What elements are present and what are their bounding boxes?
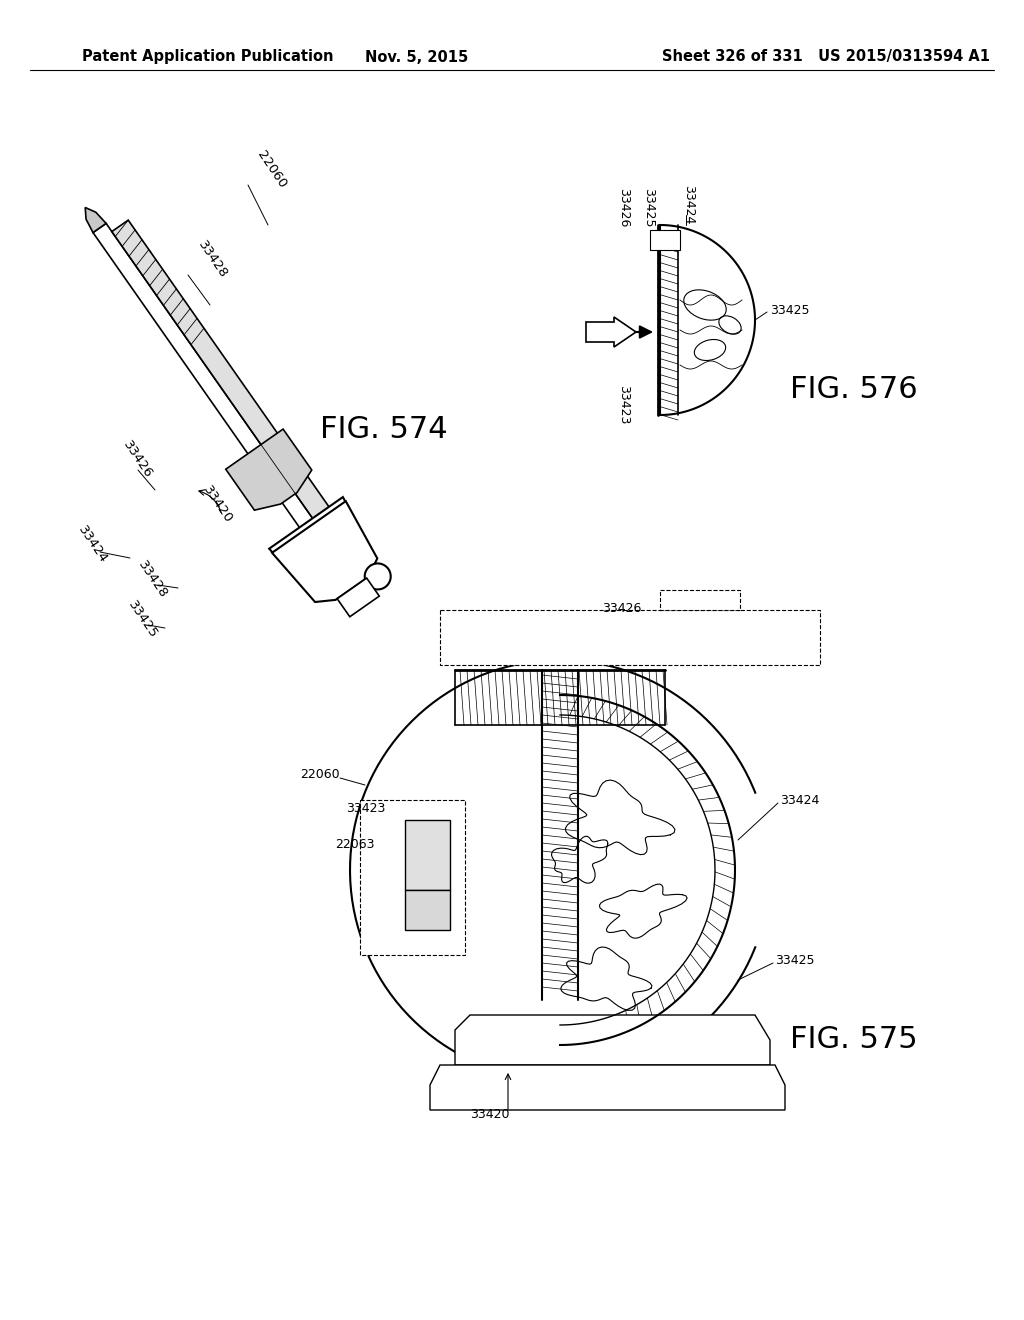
Polygon shape [225,429,311,511]
Bar [406,890,450,931]
Text: 33428: 33428 [195,239,229,281]
Text: 33426: 33426 [602,602,641,615]
Text: 33424: 33424 [780,793,819,807]
Bar [337,578,379,616]
Text: 33426: 33426 [617,189,630,227]
Text: 22060: 22060 [255,149,290,191]
Text: 33425: 33425 [775,953,814,966]
FancyArrow shape [586,317,636,347]
Text: 22063: 22063 [336,838,375,851]
Text: 33423: 33423 [346,801,385,814]
Text: 33428: 33428 [135,558,169,601]
Text: FIG. 575: FIG. 575 [790,1026,918,1055]
Text: 33425: 33425 [770,304,810,317]
Text: 33424: 33424 [682,185,695,224]
Text: 33423: 33423 [617,385,630,425]
Polygon shape [272,502,377,602]
Text: 33425: 33425 [642,189,655,228]
Polygon shape [85,207,106,232]
Text: 33426: 33426 [120,438,155,482]
Text: 33424: 33424 [75,524,110,566]
Bar [360,800,465,954]
Text: Nov. 5, 2015: Nov. 5, 2015 [365,49,468,65]
Text: Patent Application Publication: Patent Application Publication [82,49,334,65]
Text: FIG. 574: FIG. 574 [319,416,447,445]
Text: 33420: 33420 [200,484,234,527]
Text: 33425: 33425 [125,599,160,642]
FancyBboxPatch shape [93,223,324,544]
Text: FIG. 576: FIG. 576 [790,375,918,404]
Bar [440,610,820,665]
Polygon shape [430,1065,785,1110]
Text: 33420: 33420 [470,1109,510,1122]
Polygon shape [455,1015,770,1065]
FancyBboxPatch shape [660,590,740,610]
Circle shape [365,564,391,590]
Text: Sheet 326 of 331   US 2015/0313594 A1: Sheet 326 of 331 US 2015/0313594 A1 [662,49,990,65]
Bar [650,230,680,249]
Text: 22060: 22060 [300,768,340,781]
Bar [406,820,450,890]
FancyBboxPatch shape [112,220,335,527]
Polygon shape [269,498,354,574]
